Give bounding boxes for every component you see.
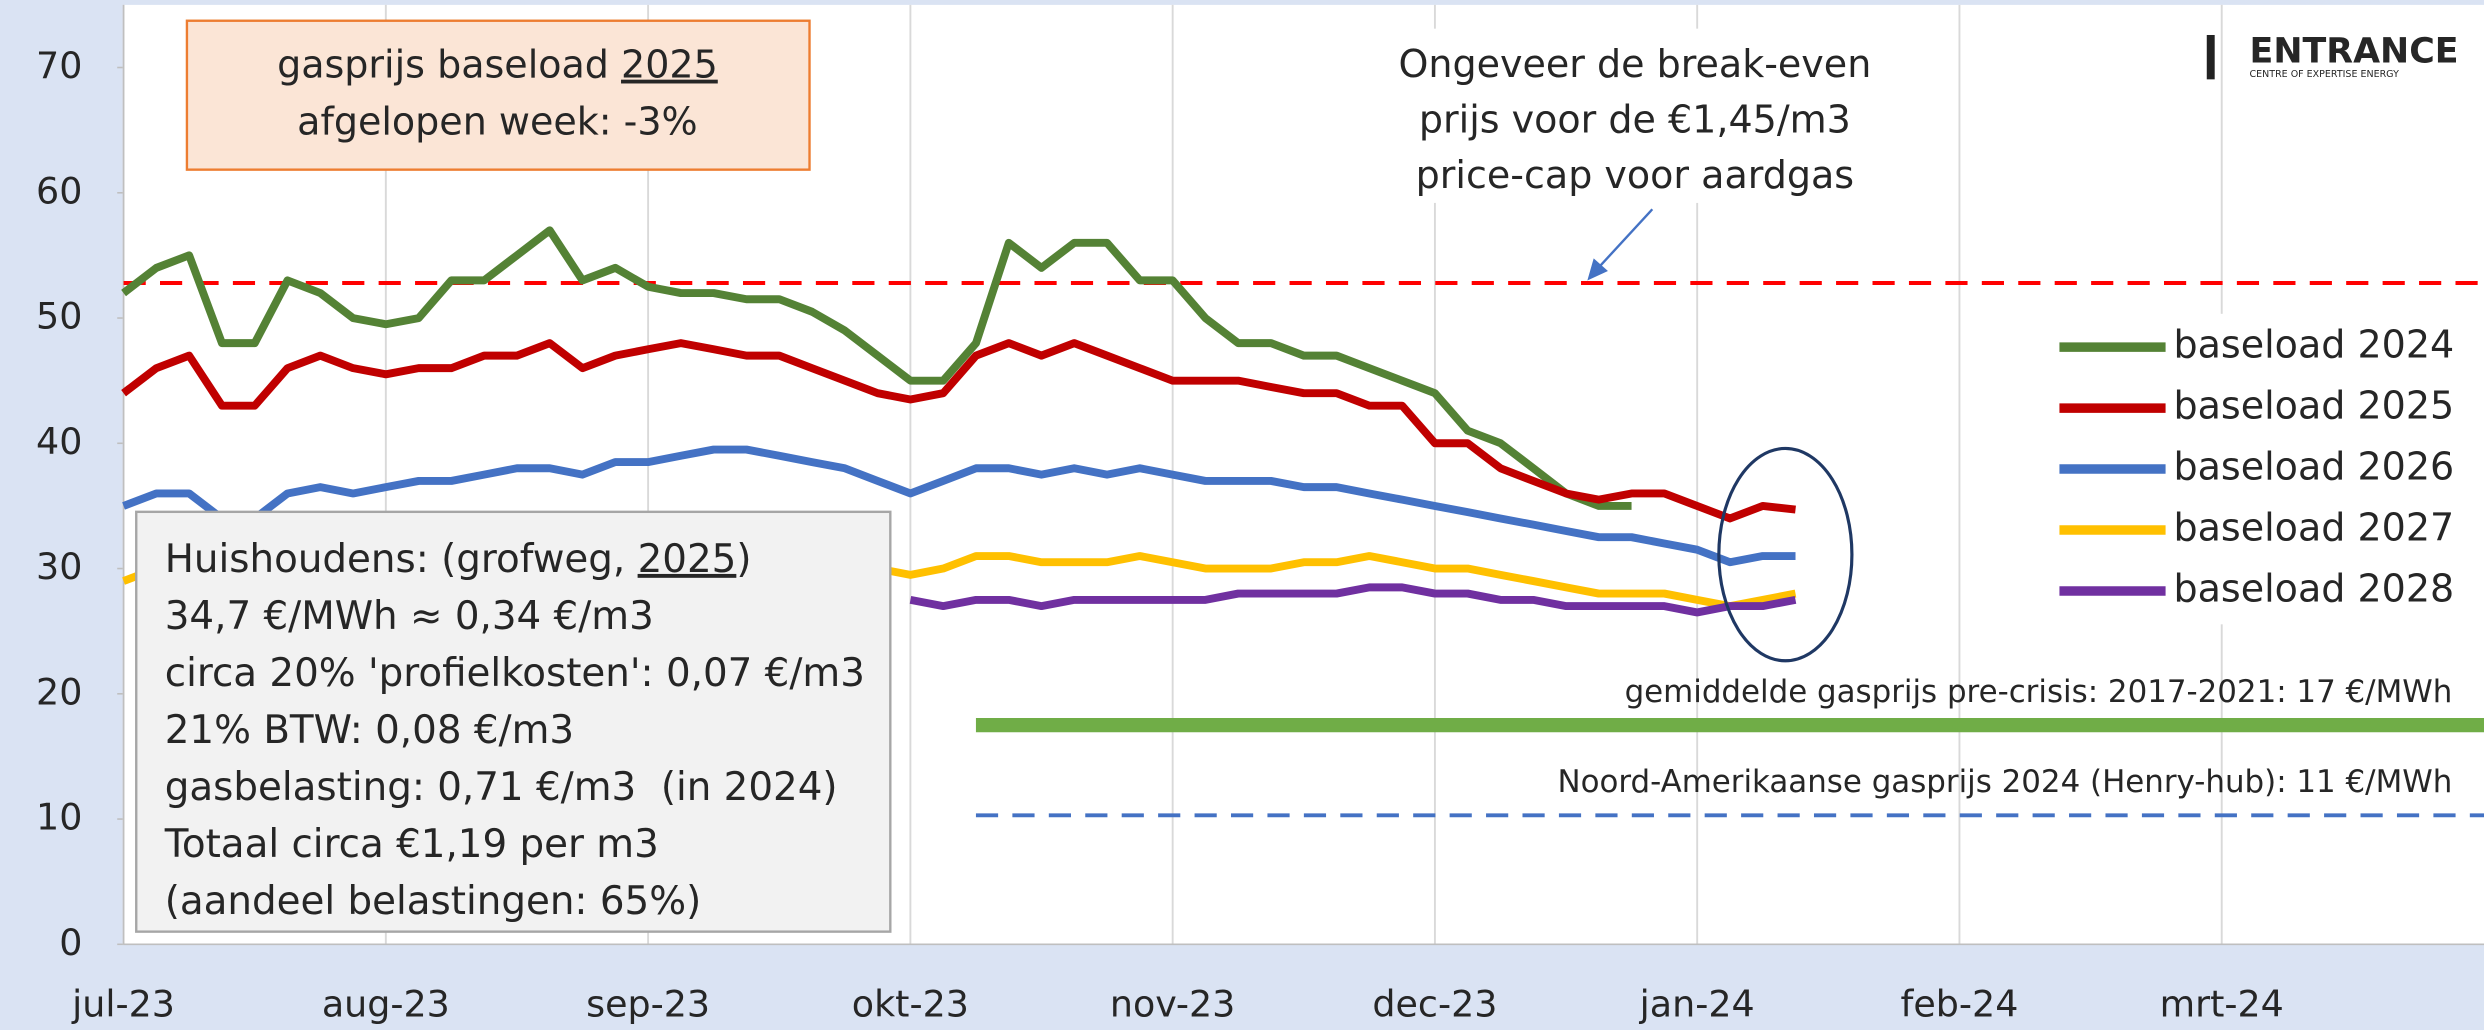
y-tick-label: 40 xyxy=(36,420,82,463)
series-line xyxy=(121,339,1796,523)
y-tick-label: 30 xyxy=(36,545,82,588)
x-tick-label: mrt-24 xyxy=(2160,983,2284,1026)
x-tick-label: dec-23 xyxy=(1372,983,1497,1026)
x-tick-label: okt-23 xyxy=(852,983,969,1026)
logo-name: ENTRANCE xyxy=(2250,31,2459,71)
logo-tagline: CENTRE OF EXPERTISE ENERGY xyxy=(2250,69,2400,80)
text-run: gasbelasting: 0,71 €/m3 (in 2024) xyxy=(165,765,838,810)
box-text: Huishoudens: (grofweg, 2025) xyxy=(165,536,752,581)
logo-mark xyxy=(2206,34,2215,80)
text-run: afgelopen week: -3% xyxy=(297,99,698,143)
y-tick-label: 50 xyxy=(36,295,82,338)
x-tick-label: sep-23 xyxy=(586,983,710,1026)
x-tick-label: jan-24 xyxy=(1639,983,1755,1026)
text-run: Totaal circa €1,19 per m3 xyxy=(164,822,659,867)
box-text: gasprijs baseload 2025 xyxy=(277,42,718,86)
note-arrowhead xyxy=(1587,258,1608,281)
text-run: Huishoudens: (grofweg, xyxy=(165,536,638,581)
x-tick-label: jul-23 xyxy=(71,983,175,1026)
series-line xyxy=(122,445,1796,567)
highlight-circle xyxy=(1717,446,1854,663)
text-run: ) xyxy=(736,536,751,581)
note-bg xyxy=(1346,28,1927,203)
box-text: circa 20% 'profielkosten': 0,07 €/m3 xyxy=(165,651,865,696)
legend-label: baseload 2025 xyxy=(2174,384,2455,428)
reference-label: Noord-Amerikaanse gasprijs 2024 (Henry-h… xyxy=(1558,764,2453,800)
text-run: gasprijs baseload xyxy=(277,42,621,86)
household-box xyxy=(135,510,892,933)
x-tick-label: feb-24 xyxy=(1901,983,2019,1026)
note-text: Ongeveer de break-even xyxy=(1398,42,1871,86)
text-run: 21% BTW: 0,08 €/m3 xyxy=(165,708,574,753)
y-tick-label: 10 xyxy=(36,796,82,839)
legend-label: baseload 2027 xyxy=(2174,506,2455,550)
note-text: prijs voor de €1,45/m3 xyxy=(1419,98,1851,142)
legend-label: baseload 2024 xyxy=(2174,323,2455,367)
x-tick-label: nov-23 xyxy=(1110,983,1235,1026)
y-tick-label: 0 xyxy=(59,921,82,964)
series-line xyxy=(121,226,1632,510)
x-tick-label: aug-23 xyxy=(322,983,450,1026)
text-run: 2025 xyxy=(621,42,718,86)
text-run: circa 20% 'profielkosten': 0,07 €/m3 xyxy=(165,651,865,696)
text-run: 2025 xyxy=(638,536,737,581)
price-box xyxy=(185,19,811,171)
legend-label: baseload 2026 xyxy=(2174,445,2455,489)
box-text: 34,7 €/MWh ≈ 0,34 €/m3 xyxy=(165,593,654,638)
reference-label: gemiddelde gasprijs pre-crisis: 2017-202… xyxy=(1625,674,2453,710)
box-text: 21% BTW: 0,08 €/m3 xyxy=(165,708,574,753)
legend-label: baseload 2028 xyxy=(2174,567,2455,611)
y-tick-label: 20 xyxy=(36,670,82,713)
text-run: (aandeel belastingen: 65%) xyxy=(165,879,701,924)
note-arrow xyxy=(1595,208,1654,271)
y-tick-label: 70 xyxy=(36,44,82,87)
series-line xyxy=(909,583,1797,617)
note-text: price-cap voor aardgas xyxy=(1416,153,1854,197)
box-text: afgelopen week: -3% xyxy=(297,99,698,143)
box-text: (aandeel belastingen: 65%) xyxy=(165,879,701,924)
text-run: 34,7 €/MWh ≈ 0,34 €/m3 xyxy=(165,593,654,638)
box-text: gasbelasting: 0,71 €/m3 (in 2024) xyxy=(165,765,838,810)
y-tick-label: 60 xyxy=(36,169,82,212)
box-text: Totaal circa €1,19 per m3 xyxy=(164,822,659,867)
